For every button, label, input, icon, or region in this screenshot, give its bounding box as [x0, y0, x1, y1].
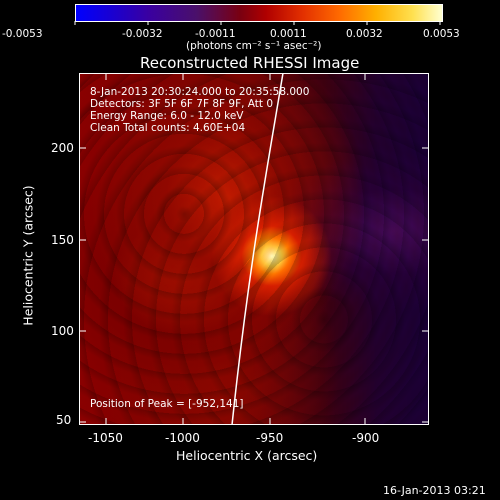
info-line: 8-Jan-2013 20:30:24.000 to 20:35:58.000: [90, 86, 310, 98]
plot-frame: [79, 73, 429, 425]
colorbar-tick-label: -0.0011: [195, 28, 236, 40]
x-tick-label: -900: [352, 431, 380, 445]
colorbar: [75, 4, 443, 22]
info-line: Energy Range: 6.0 - 12.0 keV: [90, 110, 244, 122]
footer-timestamp: 16-Jan-2013 03:21: [383, 484, 486, 497]
rhessi-image: [79, 73, 429, 425]
x-axis-label: Heliocentric X (arcsec): [176, 448, 318, 463]
colorbar-ticks: [74, 21, 441, 25]
y-tick-label: 150: [51, 233, 74, 247]
x-tick-label: -950: [256, 431, 284, 445]
x-tick-label: -1000: [165, 431, 200, 445]
peak-position: Position of Peak = [-952,141]: [90, 398, 244, 410]
colorbar-tick-label: -0.0053: [2, 28, 43, 40]
colorbar-units: (photons cm⁻² s⁻¹ asec⁻²): [186, 40, 322, 52]
colorbar-tick-label: 0.0032: [346, 28, 383, 40]
info-line: Clean Total counts: 4.60E+04: [90, 122, 246, 134]
colorbar-tick-label: 0.0053: [423, 28, 460, 40]
y-tick-label: 100: [51, 324, 74, 338]
solar-limb-curve: [231, 73, 284, 425]
y-axis-label: Heliocentric Y (arcsec): [20, 185, 36, 326]
y-tick-label: 50: [56, 413, 72, 427]
info-line: Detectors: 3F 5F 6F 7F 8F 9F, Att 0: [90, 98, 274, 110]
colorbar-tick-label: 0.0011: [270, 28, 307, 40]
plot-title: Reconstructed RHESSI Image: [140, 54, 360, 72]
x-tick-label: -1050: [88, 431, 123, 445]
y-tick-label: 200: [51, 141, 74, 155]
colorbar-tick-label: -0.0032: [122, 28, 163, 40]
